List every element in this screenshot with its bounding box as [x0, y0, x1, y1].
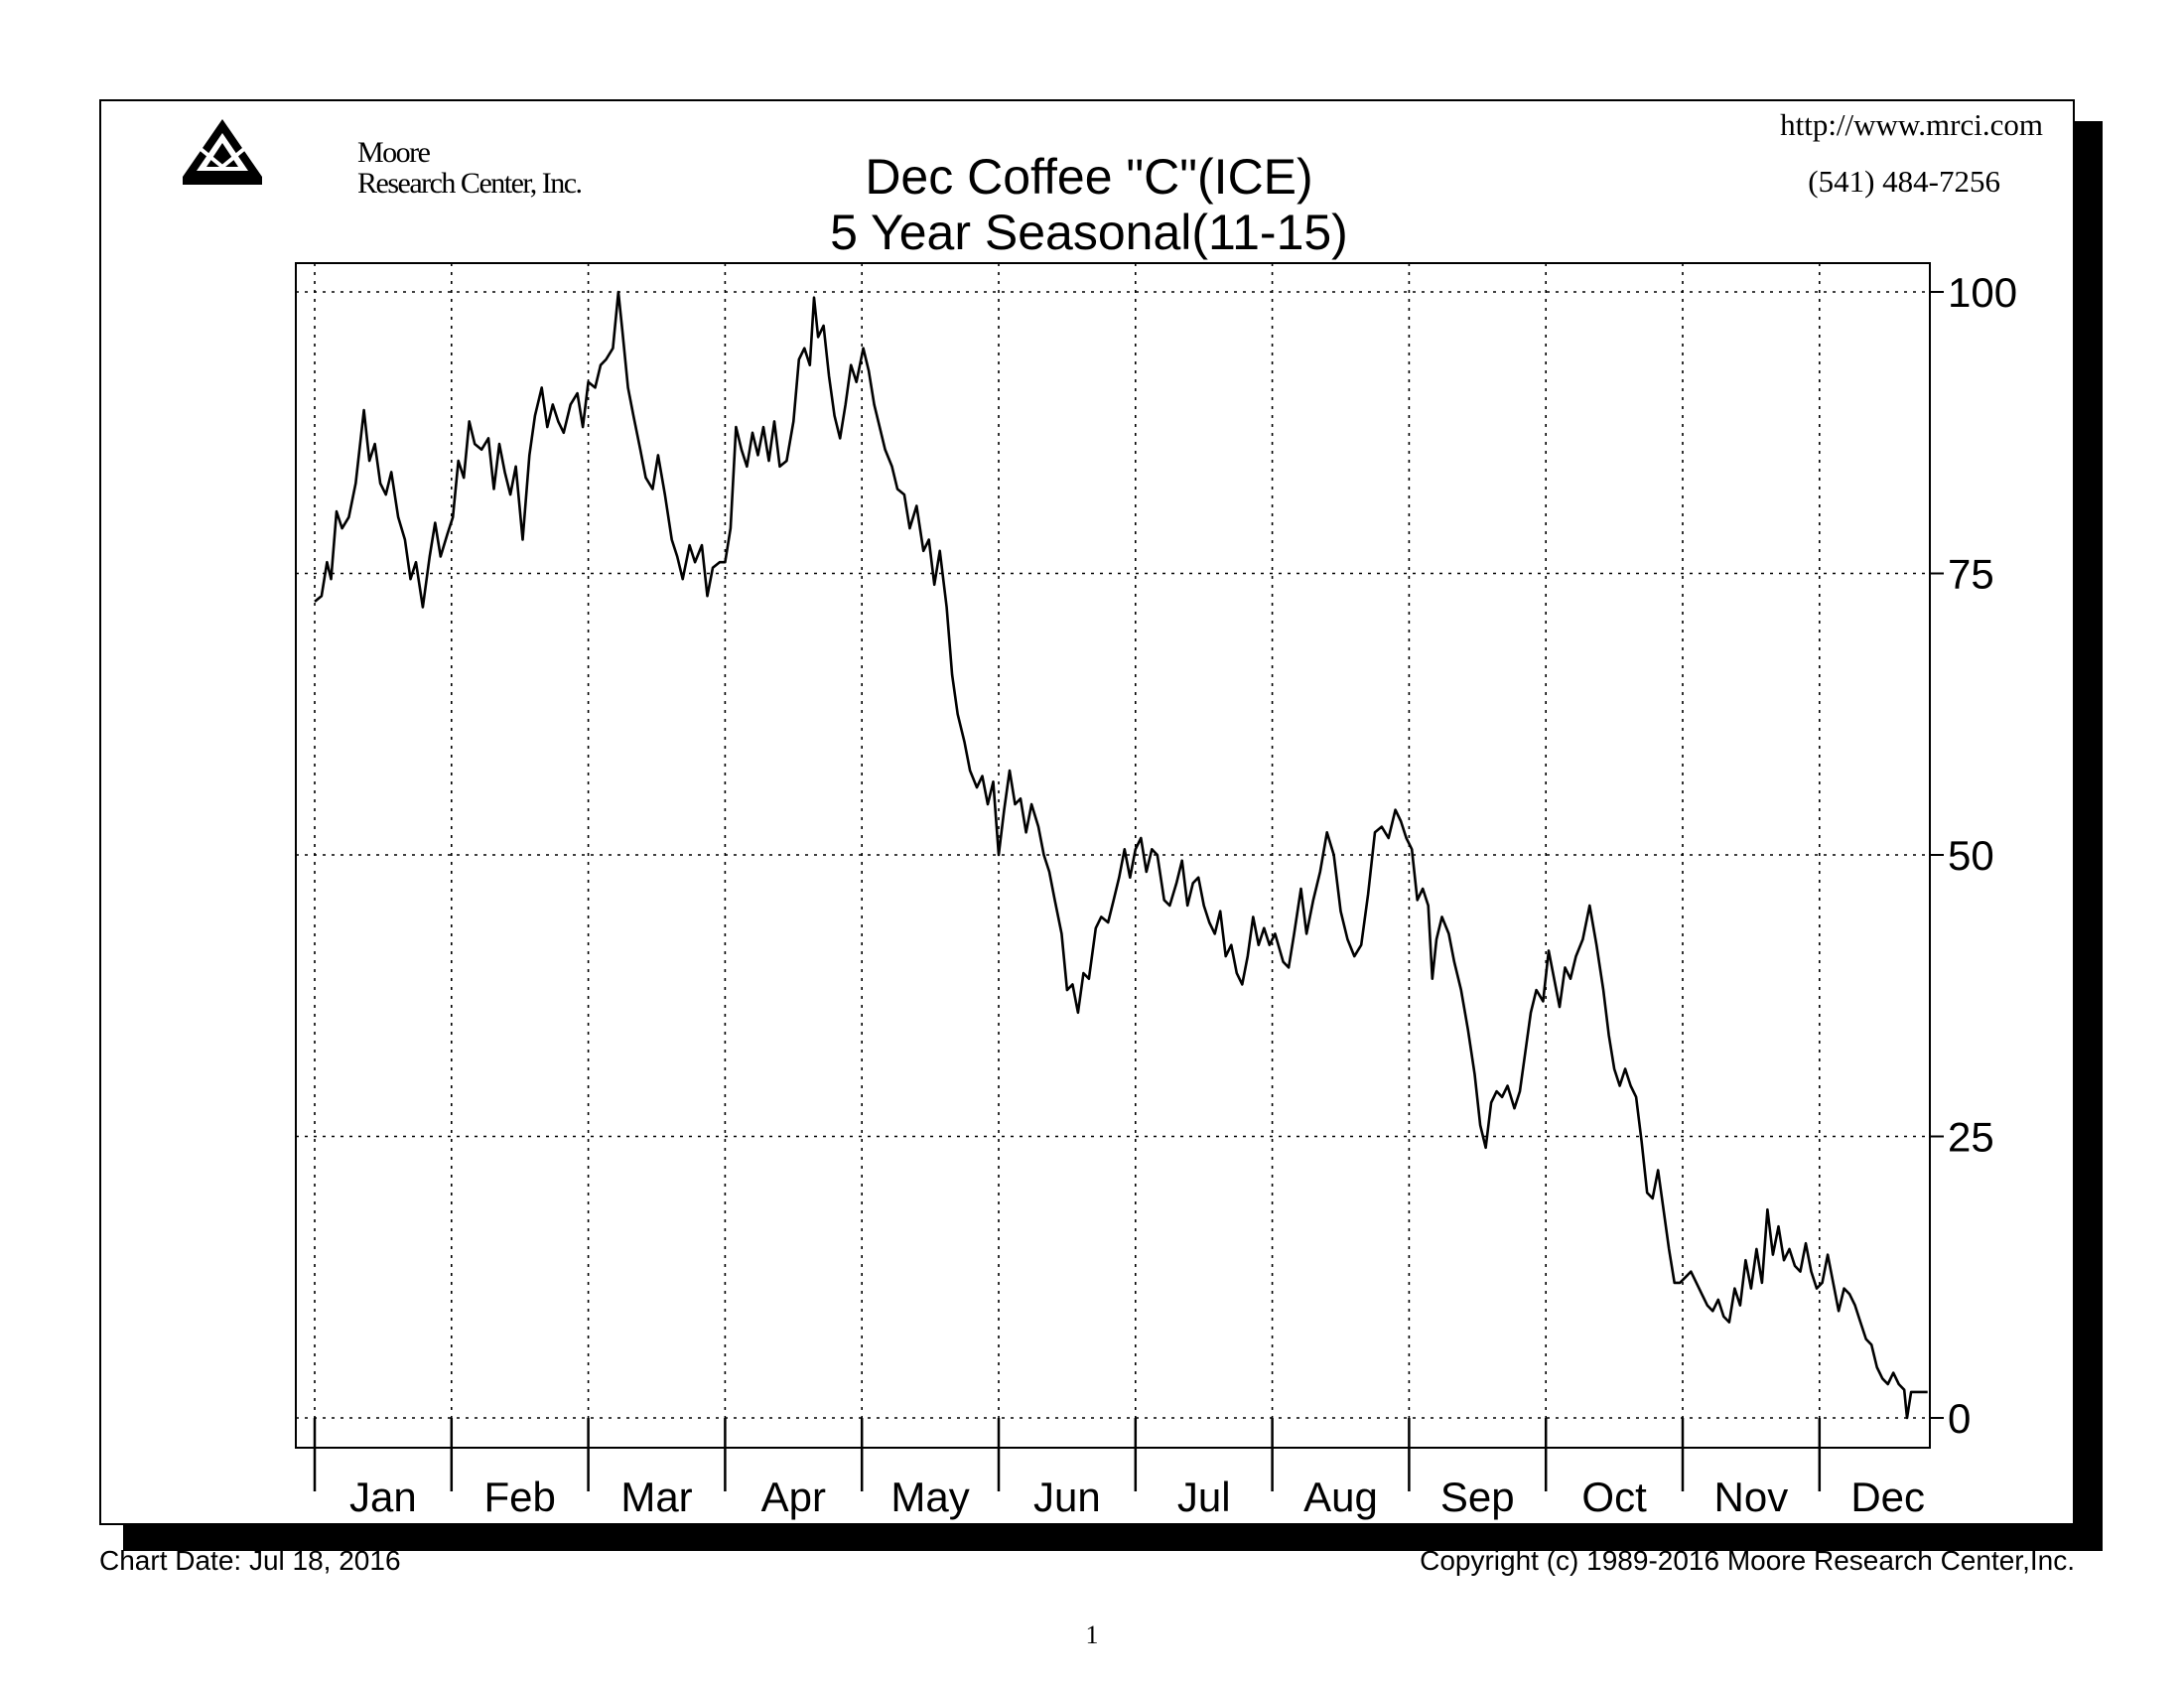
copyright-notice: Copyright (c) 1989-2016 Moore Research C…: [1420, 1545, 2075, 1576]
phone-number: (541) 484-7256: [1808, 164, 2000, 199]
y-axis: 0 25 50 75 100: [1930, 269, 2017, 1442]
y-tick-label: 50: [1948, 832, 1994, 879]
month-label: Aug: [1303, 1474, 1378, 1520]
y-tick-label: 100: [1948, 269, 2017, 316]
month-label: May: [890, 1474, 969, 1520]
y-tick-label: 25: [1948, 1114, 1994, 1161]
month-label: Jan: [349, 1474, 417, 1520]
chart-subtitle: 5 Year Seasonal(11-15): [830, 205, 1348, 260]
logo-text: Moore Research Center, Inc.: [357, 136, 583, 200]
month-label: Nov: [1714, 1474, 1789, 1520]
plot-area: [295, 262, 1931, 1449]
chart-date: Chart Date: Jul 18, 2016: [99, 1545, 401, 1576]
month-label: Feb: [484, 1474, 556, 1520]
x-axis: Jan Feb Mar Apr May Jun Jul Aug Sep Oct Nov Dec: [313, 1418, 1925, 1520]
month-label: Apr: [761, 1474, 826, 1520]
mrci-logo-icon: [183, 119, 262, 185]
month-label: Jul: [1177, 1474, 1231, 1520]
y-tick-label: 75: [1948, 551, 1994, 598]
month-label: Dec: [1850, 1474, 1925, 1520]
month-label: Jun: [1033, 1474, 1101, 1520]
series-layer: [314, 290, 1928, 1420]
seasonal-line: [314, 290, 1928, 1420]
chart-frame: Moore Research Center, Inc. Dec Coffee "…: [99, 99, 2075, 1525]
month-label: Sep: [1440, 1474, 1515, 1520]
logo-text-line2: Research Center, Inc.: [357, 167, 583, 200]
chart-title: Dec Coffee "C"(ICE): [865, 149, 1313, 205]
company-logo: Moore Research Center, Inc.: [183, 119, 583, 199]
logo-text-line1: Moore: [357, 136, 431, 169]
grid-lines: [296, 263, 1930, 1448]
month-label: Mar: [620, 1474, 692, 1520]
page-number: 1: [1085, 1620, 1099, 1649]
y-tick-label: 0: [1948, 1395, 1971, 1442]
website-link[interactable]: http://www.mrci.com: [1780, 107, 2043, 142]
month-label: Oct: [1581, 1474, 1647, 1520]
